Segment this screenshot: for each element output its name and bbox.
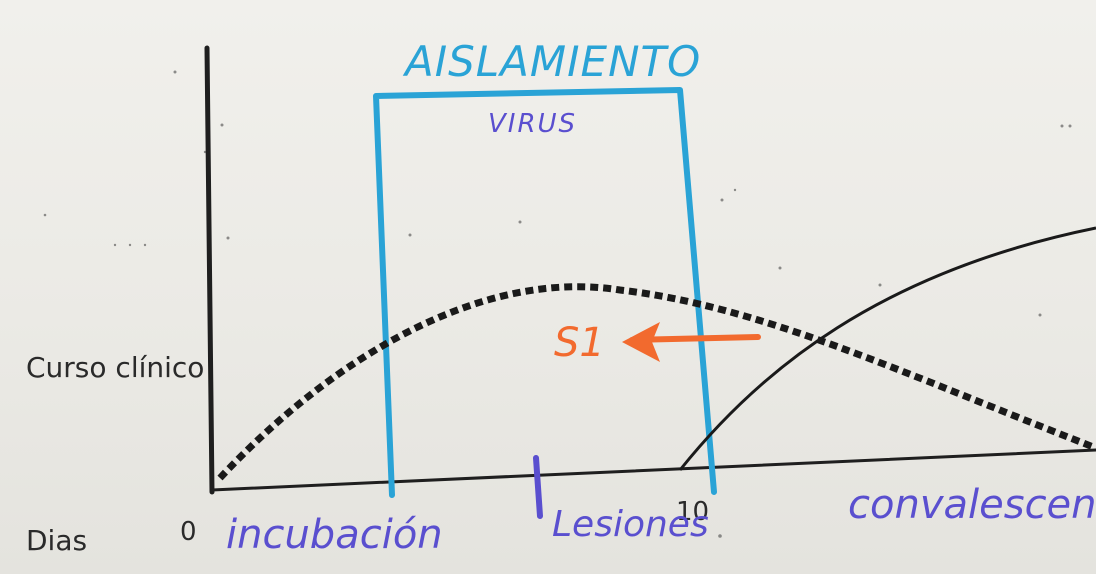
lesions-marker [533,455,543,519]
isolation-title: AISLAMIENTO [402,37,701,86]
stage-label-incubation: incubación [226,512,443,558]
tick-label-zero: 0 [180,517,197,547]
y-axis-label: Curso clínico [26,351,204,384]
paper-marks [43,70,1072,538]
y-axis [204,45,215,495]
stage-label-lesions: Lesiones [552,504,709,545]
symptom-label: S1 [554,320,605,366]
clinical-course-curve [217,283,1096,481]
convalescence-curve [678,226,1096,471]
arrow-left-icon [622,322,761,362]
stage-label-convalescence: convalescen [848,482,1096,528]
isolation-subtitle: VIRUS [488,109,577,139]
tick-label-ten: 10 [676,497,709,527]
isolation-box [373,87,717,498]
x-axis-label: Dias [26,524,87,557]
x-axis [210,448,1096,492]
